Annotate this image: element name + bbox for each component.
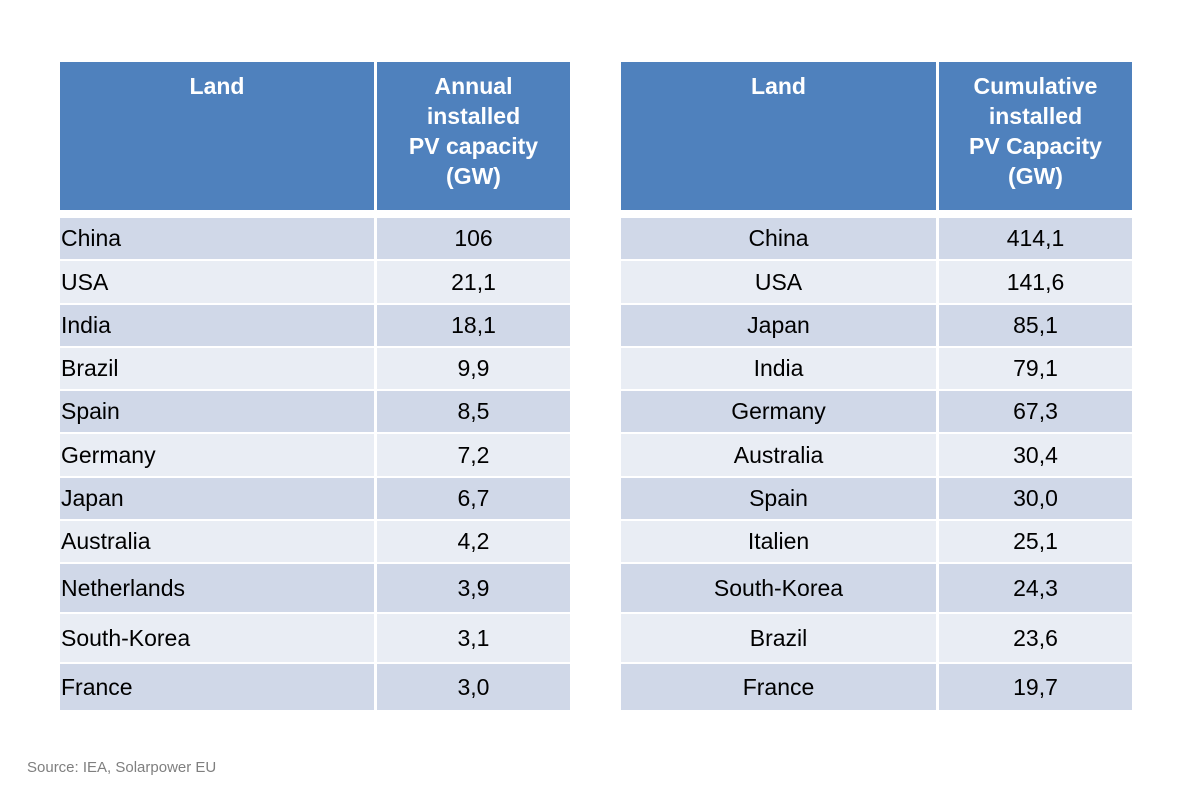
cumulative-pv-table: Land Cumulative installed PV Capacity (G… <box>621 62 1132 712</box>
header-line: (GW) <box>1008 163 1063 189</box>
table-row: China 414,1 <box>621 218 1132 261</box>
table-row: USA 21,1 <box>60 261 570 305</box>
header-line: Land <box>189 73 245 99</box>
country-cell: Netherlands <box>60 564 374 614</box>
country-cell: Australia <box>60 521 374 564</box>
value-cell: 19,7 <box>936 664 1132 712</box>
annual-header-land: Land <box>60 62 374 218</box>
table-row: India 79,1 <box>621 348 1132 391</box>
value-cell: 79,1 <box>936 348 1132 391</box>
cumulative-header-capacity: Cumulative installed PV Capacity (GW) <box>936 62 1132 218</box>
value-cell: 18,1 <box>374 305 570 348</box>
value-cell: 25,1 <box>936 521 1132 564</box>
country-cell: Japan <box>60 478 374 521</box>
table-row: China 106 <box>60 218 570 261</box>
cumulative-header-land: Land <box>621 62 936 218</box>
header-line: Annual <box>434 73 513 99</box>
country-cell: Japan <box>621 305 936 348</box>
country-cell: Germany <box>621 391 936 434</box>
value-cell: 414,1 <box>936 218 1132 261</box>
country-cell: France <box>621 664 936 712</box>
table-row: South-Korea 24,3 <box>621 564 1132 614</box>
table-row: Italien 25,1 <box>621 521 1132 564</box>
table-row: Netherlands 3,9 <box>60 564 570 614</box>
table-row: France 3,0 <box>60 664 570 712</box>
table-row: Japan 6,7 <box>60 478 570 521</box>
country-cell: USA <box>60 261 374 305</box>
annual-header-row: Land Annual installed PV capacity (GW) <box>60 62 570 218</box>
country-cell: Australia <box>621 434 936 478</box>
value-cell: 23,6 <box>936 614 1132 664</box>
country-cell: Spain <box>621 478 936 521</box>
value-cell: 6,7 <box>374 478 570 521</box>
value-cell: 106 <box>374 218 570 261</box>
value-cell: 3,9 <box>374 564 570 614</box>
table-row: Brazil 9,9 <box>60 348 570 391</box>
value-cell: 3,0 <box>374 664 570 712</box>
country-cell: South-Korea <box>60 614 374 664</box>
value-cell: 3,1 <box>374 614 570 664</box>
value-cell: 141,6 <box>936 261 1132 305</box>
value-cell: 7,2 <box>374 434 570 478</box>
value-cell: 8,5 <box>374 391 570 434</box>
header-line: PV Capacity <box>969 133 1102 159</box>
country-cell: China <box>60 218 374 261</box>
country-cell: Spain <box>60 391 374 434</box>
source-note: Source: IEA, Solarpower EU <box>27 759 217 776</box>
annual-pv-table: Land Annual installed PV capacity (GW) C… <box>60 62 570 712</box>
country-cell: France <box>60 664 374 712</box>
country-cell: India <box>621 348 936 391</box>
table-row: Australia 30,4 <box>621 434 1132 478</box>
table-row: Japan 85,1 <box>621 305 1132 348</box>
header-line: Land <box>751 73 806 99</box>
table-row: South-Korea 3,1 <box>60 614 570 664</box>
country-cell: Brazil <box>621 614 936 664</box>
header-line: installed <box>988 103 1083 129</box>
header-line: PV capacity <box>408 133 539 159</box>
country-cell: Brazil <box>60 348 374 391</box>
header-line: (GW) <box>446 163 501 189</box>
country-cell: USA <box>621 261 936 305</box>
country-cell: India <box>60 305 374 348</box>
table-row: India 18,1 <box>60 305 570 348</box>
table-row: Germany 67,3 <box>621 391 1132 434</box>
value-cell: 30,4 <box>936 434 1132 478</box>
cumulative-header-row: Land Cumulative installed PV Capacity (G… <box>621 62 1132 218</box>
value-cell: 4,2 <box>374 521 570 564</box>
value-cell: 30,0 <box>936 478 1132 521</box>
table-row: Spain 8,5 <box>60 391 570 434</box>
table-row: Brazil 23,6 <box>621 614 1132 664</box>
value-cell: 67,3 <box>936 391 1132 434</box>
value-cell: 24,3 <box>936 564 1132 614</box>
table-row: USA 141,6 <box>621 261 1132 305</box>
value-cell: 85,1 <box>936 305 1132 348</box>
country-cell: China <box>621 218 936 261</box>
value-cell: 9,9 <box>374 348 570 391</box>
annual-header-capacity: Annual installed PV capacity (GW) <box>374 62 570 218</box>
table-row: France 19,7 <box>621 664 1132 712</box>
country-cell: South-Korea <box>621 564 936 614</box>
header-line: Cumulative <box>973 73 1098 99</box>
country-cell: Italien <box>621 521 936 564</box>
table-row: Spain 30,0 <box>621 478 1132 521</box>
country-cell: Germany <box>60 434 374 478</box>
table-row: Germany 7,2 <box>60 434 570 478</box>
table-row: Australia 4,2 <box>60 521 570 564</box>
header-line: installed <box>426 103 521 129</box>
value-cell: 21,1 <box>374 261 570 305</box>
